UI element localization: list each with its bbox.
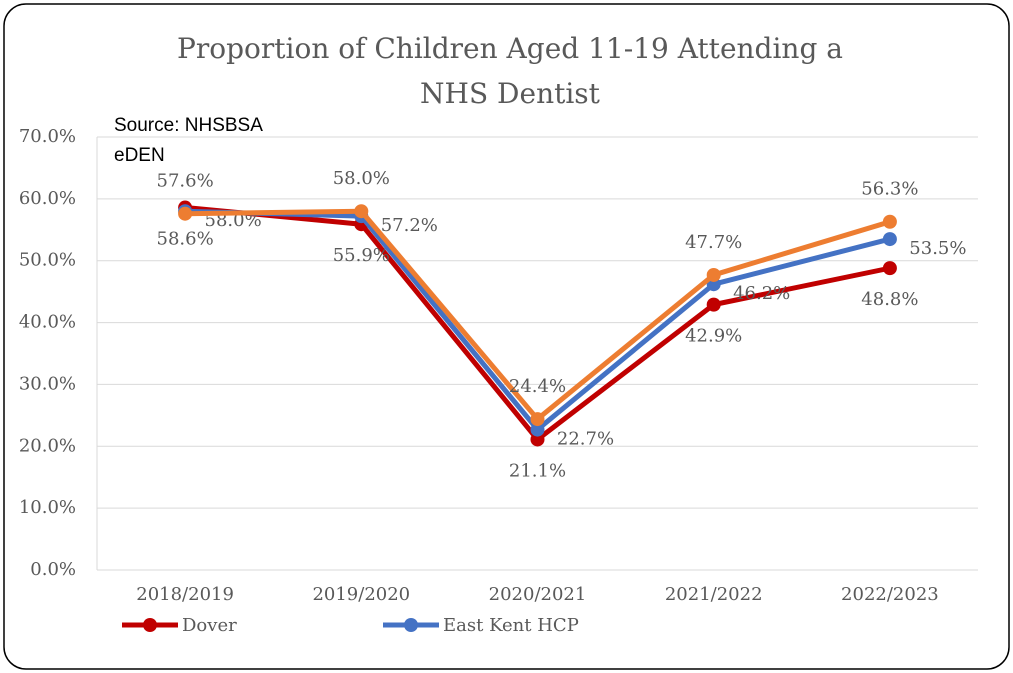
data-label: 22.7%	[557, 429, 614, 450]
data-point	[178, 206, 193, 221]
x-tick-label: 2021/2022	[665, 584, 763, 605]
chart-title: Proportion of Children Aged 11-19 Attend…	[177, 32, 843, 110]
x-tick-label: 2020/2021	[489, 584, 587, 605]
data-label: 47.7%	[685, 232, 742, 253]
y-tick-label: 40.0%	[19, 312, 76, 333]
x-tick-label: 2018/2019	[136, 584, 234, 605]
x-tick-label: 2019/2020	[312, 584, 410, 605]
annotation: eDEN	[114, 145, 165, 166]
y-tick-label: 50.0%	[19, 250, 76, 271]
data-label: 21.1%	[509, 460, 566, 481]
data-point	[530, 412, 545, 427]
data-point	[530, 422, 545, 437]
annotation: Source: NHSBSA	[114, 115, 263, 136]
data-point	[882, 232, 897, 247]
data-point	[882, 214, 897, 229]
data-label: 48.8%	[861, 289, 918, 310]
data-point	[706, 297, 721, 312]
legend-marker	[404, 618, 418, 632]
data-point	[530, 432, 545, 447]
data-label: 55.9%	[333, 245, 390, 266]
data-point	[706, 267, 721, 282]
data-label: 24.4%	[509, 376, 566, 397]
data-label: 57.6%	[157, 171, 214, 192]
data-point	[882, 261, 897, 276]
y-tick-label: 60.0%	[19, 188, 76, 209]
data-point	[354, 204, 369, 219]
legend-label: East Kent HCP	[443, 615, 579, 636]
chart-frame	[3, 3, 1010, 670]
data-label: 57.2%	[381, 215, 438, 236]
y-tick-label: 30.0%	[19, 373, 76, 394]
legend-label: Dover	[182, 615, 237, 636]
data-label: 56.3%	[861, 179, 918, 200]
data-label: 58.6%	[157, 229, 214, 250]
y-tick-label: 70.0%	[19, 126, 76, 147]
legend-marker	[143, 618, 157, 632]
data-label: 53.5%	[909, 238, 966, 259]
data-label: 42.9%	[685, 326, 742, 347]
data-label: 58.0%	[333, 168, 390, 189]
y-tick-label: 20.0%	[19, 435, 76, 456]
y-tick-label: 0.0%	[30, 559, 76, 580]
y-tick-label: 10.0%	[19, 497, 76, 518]
data-label: 46.2%	[733, 283, 790, 304]
x-tick-label: 2022/2023	[841, 584, 939, 605]
